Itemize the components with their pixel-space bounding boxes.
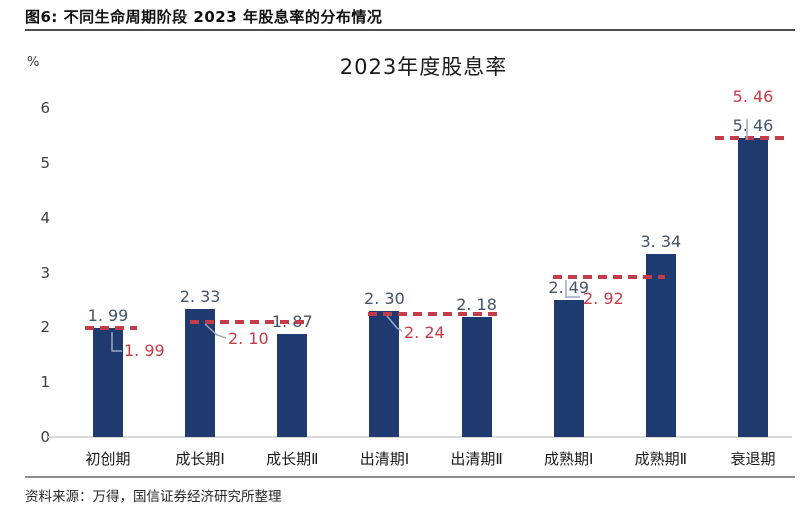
bar [369,310,400,437]
caption-divider [25,29,795,31]
category-label: 成长期Ⅰ [175,450,225,468]
y-tick-label: 0 [40,428,50,446]
bar [645,253,676,437]
category-label: 成熟期Ⅰ [543,450,594,468]
category-label: 成长期Ⅱ [266,450,319,468]
category-label: 衰退期 [730,450,776,468]
bar [93,327,123,437]
source-note: 资料来源：万得，国信证券经济研究所整理 [25,489,282,505]
bar-value-label: 3. 34 [640,231,682,251]
y-tick-label: 3 [40,263,50,282]
x-axis-line [48,436,792,438]
bar [277,334,308,437]
y-axis-unit-label: % [27,55,40,70]
reference-dashed-line [368,312,500,317]
bar-value-label: 1. 99 [87,305,129,325]
reference-value-label: 2. 24 [404,323,445,342]
y-tick-label: 2 [40,318,50,337]
bar-value-label: 2. 33 [179,287,221,307]
figure-caption: 图6: 不同生命周期阶段 2023 年股息率的分布情况 [25,8,383,26]
y-tick-label: 1 [40,373,50,392]
y-tick-label: 4 [40,208,50,227]
bar [461,317,492,437]
bar [737,137,768,437]
bar-value-label: 2. 18 [456,295,497,315]
reference-value-label: 1. 99 [124,341,165,360]
category-label: 出清期Ⅱ [450,450,503,468]
reference-value-label: 2. 92 [583,289,624,308]
y-tick-label: 5 [40,153,50,172]
category-label: 初创期 [85,450,131,468]
chart-title: 2023年度股息率 [339,55,508,79]
category-label: 成熟期Ⅱ [634,450,688,468]
bar-value-label: 5. 46 [732,115,774,135]
footer-divider [25,476,795,478]
reference-dashed-line [190,319,308,324]
bar-value-label: 2. 30 [364,288,405,308]
reference-dashed-line [85,325,137,330]
reference-value-label: 5. 46 [732,87,774,106]
reference-dashed-line [715,135,790,140]
reference-dashed-line [553,274,665,279]
bar [185,309,216,437]
category-label: 出清期Ⅰ [359,450,410,468]
reference-value-label: 2. 10 [228,329,269,348]
bar [553,300,584,437]
y-tick-label: 6 [40,99,50,117]
